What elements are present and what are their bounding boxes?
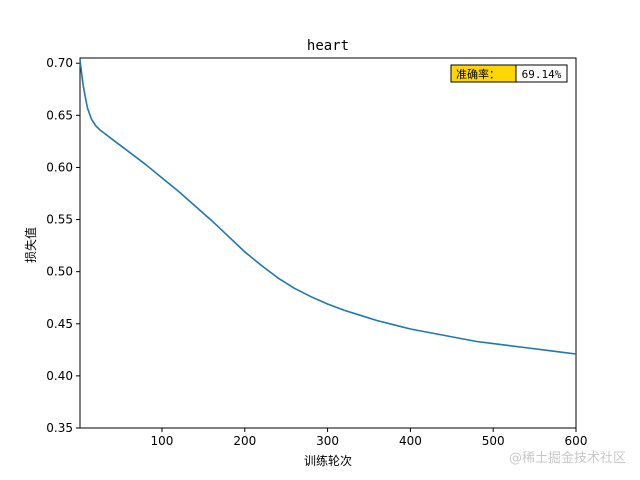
y-tick-label: 0.70 — [46, 56, 73, 70]
y-tick-label: 0.45 — [46, 317, 73, 331]
accuracy-value: 69.14% — [522, 68, 562, 81]
x-tick-label: 400 — [399, 434, 422, 448]
accuracy-label: 准确率： — [456, 67, 500, 81]
y-tick-label: 0.55 — [46, 213, 73, 227]
y-tick-label: 0.40 — [46, 369, 73, 383]
x-tick-label: 300 — [316, 434, 339, 448]
x-tick-label: 500 — [482, 434, 505, 448]
y-tick-label: 0.65 — [46, 108, 73, 122]
y-tick-label: 0.50 — [46, 265, 73, 279]
x-tick-label: 200 — [233, 434, 256, 448]
loss-line — [79, 59, 577, 355]
plot-frame — [79, 57, 577, 429]
plot-area: 100 200 300 400 500 600 0.35 0.40 0.45 0.50 0.55 0.… — [46, 56, 587, 448]
accuracy-value-cell — [515, 64, 568, 83]
watermark: @稀土掘金技术社区 — [508, 451, 626, 466]
chart-title: heart — [307, 38, 349, 54]
x-tick-label: 600 — [565, 434, 588, 448]
y-tick-label: 0.35 — [46, 421, 73, 435]
x-axis-label: 训练轮次 — [304, 453, 352, 468]
y-tick-label: 0.60 — [46, 160, 73, 174]
y-axis-label: 损失值 — [23, 227, 38, 263]
x-tick-label: 100 — [151, 434, 174, 448]
